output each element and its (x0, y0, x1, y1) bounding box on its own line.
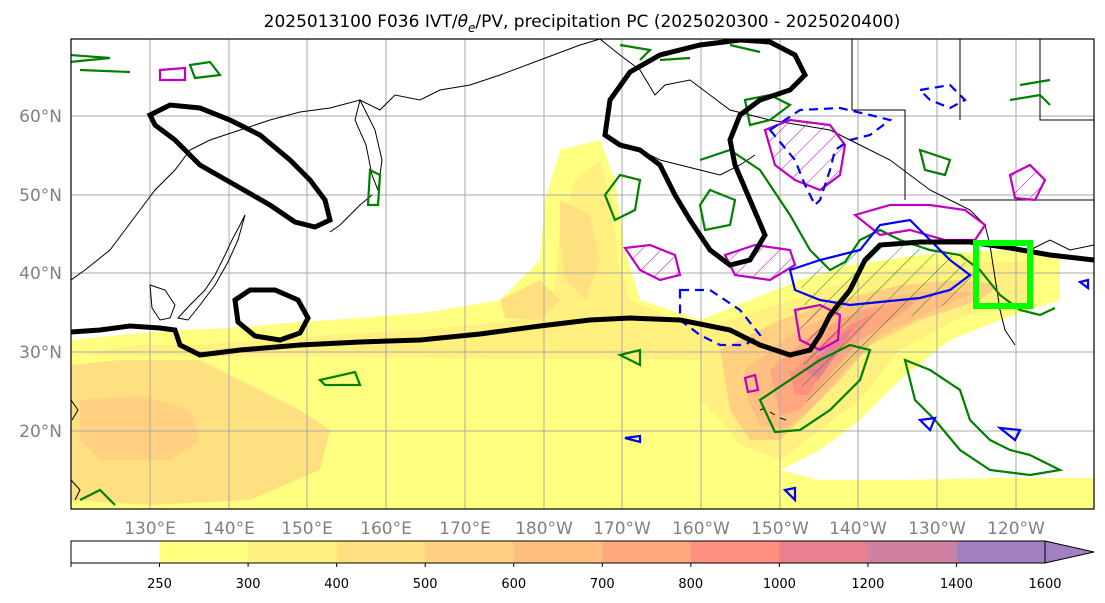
lon-label: 150°E (281, 519, 333, 539)
lon-label: 160°E (360, 519, 412, 539)
ivt-band-500 (80, 395, 200, 460)
colorbar-label: 1600 (1028, 577, 1061, 592)
map-frame (70, 38, 1095, 510)
lat-label: 60°N (19, 107, 62, 127)
title-theta: θ (458, 12, 469, 32)
colorbar-segment (336, 541, 426, 563)
colorbar-label: 400 (324, 577, 349, 592)
lon-label: 150°W (751, 519, 809, 539)
colorbar-segment (956, 541, 1046, 563)
colorbar-label: 600 (501, 577, 526, 592)
title-theta-sub: e (468, 21, 475, 35)
colorbar-label: 250 (147, 577, 172, 592)
coast-alaska (599, 39, 1016, 346)
coast-aleutians (639, 149, 756, 176)
ivt-band-mid (500, 280, 560, 320)
lat-label: 20°N (19, 422, 62, 442)
coast-japan (177, 214, 246, 321)
coast-namerica-inland (851, 39, 1094, 251)
lon-label: 130°E (124, 519, 176, 539)
lon-label: 170°W (593, 519, 651, 539)
colorbar-label: 1200 (851, 577, 884, 592)
title-suffix: /PV, precipitation PC (2025020300 - 2025… (475, 12, 900, 32)
ivt-band-mid2 (560, 200, 600, 300)
colorbar-segment (71, 541, 161, 563)
map-title: 2025013100 F036 IVT/θe/PV, precipitation… (264, 12, 901, 35)
lat-label: 40°N (19, 264, 62, 284)
colorbar-label: 700 (590, 577, 615, 592)
colorbar-extend-arrow (1044, 540, 1095, 564)
coast-asia (71, 39, 601, 281)
colorbar-segments (70, 541, 1046, 567)
lon-label: 130°W (908, 519, 966, 539)
pv-nw-cutoff (146, 102, 333, 230)
title-prefix: 2025013100 F036 IVT/ (264, 12, 458, 32)
colorbar-labels: 250 300 400 500 600 700 800 1000 1200 1400 1600 (147, 577, 1061, 592)
colorbar-segment (513, 541, 603, 563)
colorbar-label: 300 (236, 577, 261, 592)
colorbar-label: 500 (413, 577, 438, 592)
coastlines (71, 39, 1094, 501)
colorbar-segment (690, 541, 780, 563)
precip-negative-contours (624, 218, 1090, 503)
pv-main-contour (71, 239, 1094, 358)
pv-small-cutoff (232, 287, 311, 343)
colorbar-label: 1400 (940, 577, 973, 592)
precip-negative-dashed (678, 83, 967, 347)
colorbar-frame (70, 540, 1046, 564)
lon-labels: 130°E 140°E 150°E 160°E 170°E 180°W 170°… (124, 519, 1045, 539)
lat-label: 50°N (19, 186, 62, 206)
lon-label: 140°E (203, 519, 255, 539)
colorbar-segment (779, 541, 869, 563)
lon-label: 140°W (829, 519, 887, 539)
lon-label: 180°W (515, 519, 573, 539)
colorbar: 250 300 400 500 600 700 800 1000 1200 1400 1600 (70, 540, 1095, 592)
coast-kuriles (329, 194, 373, 233)
lon-label: 160°W (672, 519, 730, 539)
colorbar-segment (159, 541, 249, 563)
coast-philippines (71, 399, 81, 501)
lat-label: 30°N (19, 343, 62, 363)
pv-contours (71, 39, 1094, 358)
colorbar-label: 800 (678, 577, 703, 592)
colorbar-segment (425, 541, 515, 563)
theta-hatch-region (800, 245, 990, 410)
map-panel (71, 39, 1094, 509)
coast-kamchatka (354, 98, 383, 192)
lon-label: 120°W (987, 519, 1045, 539)
colorbar-label: 1000 (763, 577, 796, 592)
target-box (973, 240, 1033, 309)
colorbar-segment (602, 541, 692, 563)
lon-label: 170°E (439, 519, 491, 539)
pv-arctic-contour (602, 39, 809, 268)
lat-labels: 60°N 50°N 40°N 30°N 20°N (19, 107, 62, 442)
colorbar-segment (248, 541, 338, 563)
colorbar-segment (867, 541, 957, 563)
coast-korea (149, 284, 176, 321)
